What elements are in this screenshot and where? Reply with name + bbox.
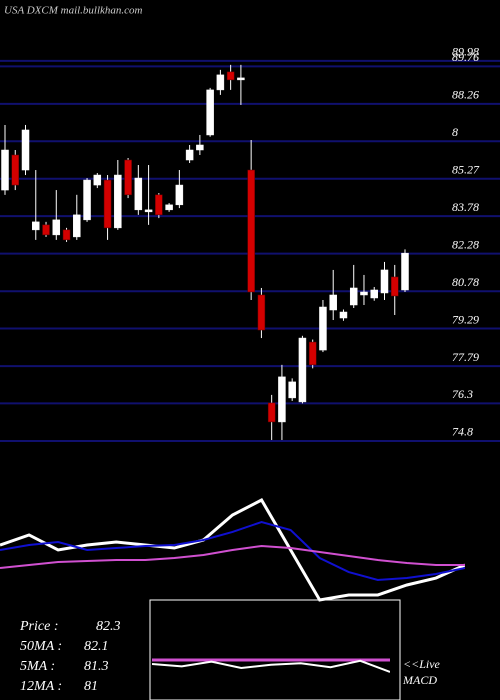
info-label: 12MA : xyxy=(20,679,62,694)
y-tick-label: 85.27 xyxy=(452,163,480,177)
indicator-line xyxy=(0,544,465,569)
candle-body xyxy=(257,294,266,331)
info-value: 82.1 xyxy=(84,639,109,654)
y-tick-label: 88.26 xyxy=(452,88,479,102)
info-label: Price : xyxy=(19,619,58,634)
candle-body xyxy=(237,77,245,81)
candle-body xyxy=(380,269,389,294)
candle-body xyxy=(114,174,122,229)
y-tick-label: 82.28 xyxy=(452,237,479,251)
candle-body xyxy=(339,311,348,319)
y-tick-label: 76.3 xyxy=(452,387,473,401)
candle-body xyxy=(134,177,143,211)
candle-body xyxy=(21,129,30,171)
candle-body xyxy=(103,179,112,229)
info-value: 81.3 xyxy=(84,659,109,674)
candle-body xyxy=(206,89,214,136)
chart-title: USA DXCM mail.bullkhan.com xyxy=(4,5,143,17)
candle-body xyxy=(216,74,225,91)
candle-body xyxy=(308,341,317,366)
candle-body xyxy=(267,402,276,423)
macd-box xyxy=(149,599,401,700)
macd-label: MACD xyxy=(402,673,437,687)
y-tick-label: 8 xyxy=(452,125,458,139)
indicator-line xyxy=(0,520,465,581)
candle-body xyxy=(390,276,399,297)
candle-body xyxy=(11,154,20,186)
candle-body xyxy=(370,289,378,299)
candle-body xyxy=(401,252,409,291)
candle-body xyxy=(124,159,132,196)
y-tick-label: 77.79 xyxy=(452,350,479,364)
indicator-line xyxy=(152,659,390,673)
candle-body xyxy=(288,381,296,399)
y-tick-label: 83.78 xyxy=(452,200,479,214)
candle-body xyxy=(93,174,102,186)
candle-body xyxy=(196,144,204,151)
candle-body xyxy=(62,229,71,241)
candle-body xyxy=(52,219,61,236)
candle-body xyxy=(360,291,368,296)
candle-body xyxy=(42,224,50,236)
candle-body xyxy=(1,149,9,191)
candle-body xyxy=(83,179,91,221)
info-label: 5MA : xyxy=(20,659,55,674)
y-tick-label: 89.98 xyxy=(452,45,479,59)
candle-body xyxy=(247,169,255,293)
candle-body xyxy=(349,287,358,306)
y-tick-label: 74.8 xyxy=(452,425,473,439)
candle-body xyxy=(73,214,81,238)
candle-body xyxy=(144,209,153,213)
candle-body xyxy=(329,294,337,311)
y-tick-label: 89.76 xyxy=(452,50,479,64)
macd-note: <<Live xyxy=(403,657,441,671)
candle-body xyxy=(32,221,40,231)
info-value: 81 xyxy=(84,679,98,694)
candle-body xyxy=(175,184,184,206)
candle-body xyxy=(319,306,327,351)
candle-body xyxy=(278,376,286,423)
y-tick-label: 79.29 xyxy=(452,312,479,326)
candle-body xyxy=(155,194,163,216)
candle-body xyxy=(185,149,194,161)
candle-body xyxy=(165,204,173,211)
info-label: 50MA : xyxy=(20,639,62,654)
y-tick-label: 80.78 xyxy=(452,275,479,289)
candle-body xyxy=(298,337,307,403)
candle-body xyxy=(226,71,235,81)
info-value: 82.3 xyxy=(96,619,121,634)
